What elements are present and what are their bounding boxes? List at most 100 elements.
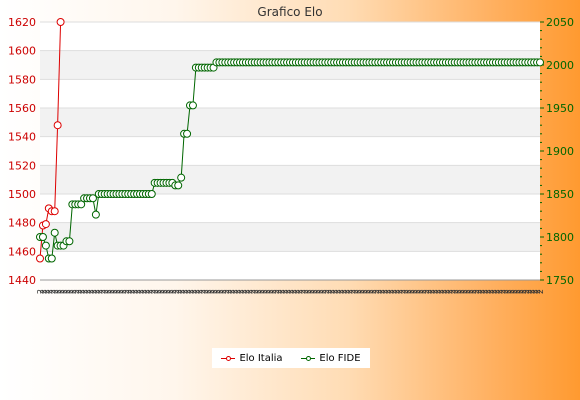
x-tick-label: 2 bbox=[65, 289, 74, 294]
legend-swatch-italia bbox=[221, 355, 236, 361]
x-tick-label: 2 bbox=[124, 289, 133, 294]
x-tick-label: 2 bbox=[374, 289, 383, 294]
right-tick-label: 1850 bbox=[546, 188, 574, 201]
x-tick-label: 2 bbox=[439, 289, 448, 294]
x-tick-label: 2 bbox=[142, 289, 151, 294]
x-tick-label: 2 bbox=[171, 289, 180, 294]
x-tick-label: 2 bbox=[224, 289, 233, 294]
x-tick-label: 2 bbox=[495, 289, 504, 294]
data-point-1 bbox=[65, 237, 74, 246]
x-tick-label: 2 bbox=[448, 289, 457, 294]
data-point-0 bbox=[56, 18, 65, 26]
legend: Elo Italia Elo FIDE bbox=[212, 348, 370, 368]
x-tick-label: 2 bbox=[392, 289, 401, 294]
x-tick-label: 2 bbox=[145, 289, 154, 294]
x-tick-label: 2 bbox=[336, 289, 345, 294]
x-tick-label: 2 bbox=[536, 289, 545, 294]
x-tick-label: 2 bbox=[454, 289, 463, 294]
plot-band bbox=[40, 222, 540, 252]
x-tick-label: 2 bbox=[354, 289, 363, 294]
x-tick-label: 2 bbox=[368, 289, 377, 294]
data-point-0 bbox=[50, 207, 59, 216]
x-tick-label: 2 bbox=[51, 289, 60, 294]
x-tick-label: 2 bbox=[298, 289, 307, 294]
x-tick-label: 2 bbox=[133, 289, 142, 294]
x-tick-label: 2 bbox=[245, 289, 254, 294]
x-tick-label: 2 bbox=[486, 289, 495, 294]
x-tick-label: 2 bbox=[533, 289, 542, 294]
x-tick-label: 2 bbox=[436, 289, 445, 294]
x-tick-label: 2 bbox=[365, 289, 374, 294]
x-tick-label: 2 bbox=[418, 289, 427, 294]
x-tick-label: 2 bbox=[127, 289, 136, 294]
plot-band bbox=[40, 251, 540, 280]
left-tick-label: 1440 bbox=[8, 274, 36, 287]
x-tick-label: 2 bbox=[515, 289, 524, 294]
x-tick-label: 2 bbox=[412, 289, 421, 294]
x-tick-label: 2 bbox=[471, 289, 480, 294]
x-tick-label: 2 bbox=[62, 289, 71, 294]
x-tick-label: 2 bbox=[157, 289, 166, 294]
x-tick-label: 2 bbox=[512, 289, 521, 294]
x-tick-label: 2 bbox=[327, 289, 336, 294]
x-tick-label: 2 bbox=[98, 289, 107, 294]
x-tick-label: 2 bbox=[274, 289, 283, 294]
x-tick-label: 2 bbox=[492, 289, 501, 294]
x-tick-label: 2 bbox=[195, 289, 204, 294]
data-point-1 bbox=[183, 129, 192, 138]
x-tick-label: 2 bbox=[360, 289, 369, 294]
data-point-1 bbox=[174, 181, 183, 190]
x-tick-label: 2 bbox=[77, 289, 86, 294]
x-tick-label: 2 bbox=[330, 289, 339, 294]
x-tick-label: 2 bbox=[395, 289, 404, 294]
right-tick-label: 2000 bbox=[546, 59, 574, 72]
x-tick-label: 2 bbox=[198, 289, 207, 294]
data-point-1 bbox=[91, 210, 100, 219]
x-tick-label: 2 bbox=[221, 289, 230, 294]
x-tick-label: 2 bbox=[230, 289, 239, 294]
x-tick-label: 2 bbox=[101, 289, 110, 294]
legend-item-italia: Elo Italia bbox=[221, 353, 283, 364]
x-tick-label: 2 bbox=[307, 289, 316, 294]
data-point-1 bbox=[88, 194, 97, 203]
x-tick-label: 2 bbox=[377, 289, 386, 294]
legend-item-fide: Elo FIDE bbox=[301, 352, 361, 364]
x-tick-label: 2 bbox=[280, 289, 289, 294]
left-tick-label: 1580 bbox=[8, 73, 36, 86]
legend-label-fide: Elo FIDE bbox=[319, 352, 361, 364]
x-tick-label: 2 bbox=[501, 289, 510, 294]
x-tick-label: 2 bbox=[321, 289, 330, 294]
x-tick-label: 2 bbox=[186, 289, 195, 294]
x-tick-label: 2 bbox=[48, 289, 57, 294]
x-tick-label: 2 bbox=[430, 289, 439, 294]
x-tick-label: 2 bbox=[445, 289, 454, 294]
left-tick-label: 1480 bbox=[8, 217, 36, 230]
data-point-0 bbox=[36, 254, 44, 263]
x-tick-label: 2 bbox=[507, 289, 516, 294]
x-tick-label: 2 bbox=[357, 289, 366, 294]
x-tick-label: 2 bbox=[480, 289, 489, 294]
x-tick-label: 2 bbox=[242, 289, 251, 294]
x-tick-label: 2 bbox=[348, 289, 357, 294]
x-tick-label: 2 bbox=[165, 289, 174, 294]
right-tick-label: 1900 bbox=[546, 145, 574, 158]
x-tick-label: 2 bbox=[254, 289, 263, 294]
x-tick-label: 2 bbox=[351, 289, 360, 294]
plot-band bbox=[40, 194, 540, 223]
x-tick-label: 2 bbox=[257, 289, 266, 294]
x-tick-label: 2 bbox=[154, 289, 163, 294]
x-tick-label: 2 bbox=[389, 289, 398, 294]
data-point-1 bbox=[536, 58, 544, 67]
x-tick-label: 2 bbox=[260, 289, 269, 294]
legend-swatch-fide bbox=[301, 355, 316, 361]
x-tick-label: 2 bbox=[462, 289, 471, 294]
x-tick-label: 2 bbox=[74, 289, 83, 294]
x-tick-label: 2 bbox=[424, 289, 433, 294]
x-tick-label: 2 bbox=[212, 289, 221, 294]
x-tick-label: 2 bbox=[271, 289, 280, 294]
x-tick-label: 2 bbox=[489, 289, 498, 294]
x-tick-label: 2 bbox=[345, 289, 354, 294]
x-tick-label: 2 bbox=[118, 289, 127, 294]
x-tick-label: 2 bbox=[301, 289, 310, 294]
